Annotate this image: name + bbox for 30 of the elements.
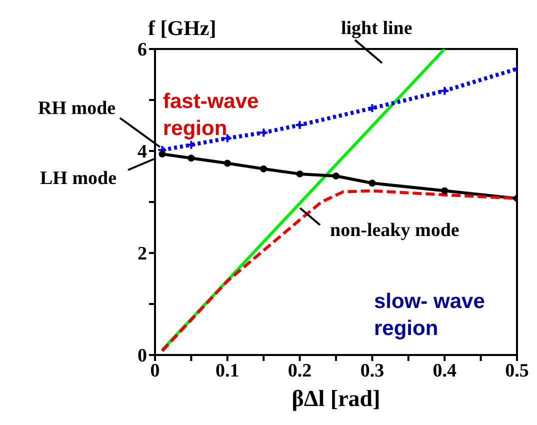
- point: [158, 150, 166, 158]
- series-label: light line: [341, 18, 412, 40]
- point: [258, 128, 269, 138]
- point: [294, 120, 305, 130]
- series-label: non-leaky mode: [330, 220, 460, 242]
- point: [368, 180, 376, 187]
- point: [186, 140, 196, 150]
- text: LH mode: [40, 168, 117, 190]
- x-tick-label: 0.1: [216, 360, 240, 382]
- y-tick-label: 6: [138, 40, 147, 61]
- y-tick-label: 0: [138, 346, 147, 367]
- point: [260, 165, 268, 172]
- y-axis-title: f [GHz]: [148, 16, 216, 41]
- x-axis-title: βΔl [rad]: [290, 386, 382, 412]
- y-tick-label: 4: [138, 142, 148, 163]
- point: [224, 160, 231, 167]
- x-tick-label: 0.5: [505, 360, 529, 382]
- x-tick-label: 0.3: [360, 360, 384, 382]
- point: [188, 154, 195, 162]
- x-tick-label: 0.2: [288, 360, 312, 382]
- annotation: fast-wave region: [163, 89, 260, 142]
- point: [332, 172, 340, 180]
- y-tick-label: 2: [138, 244, 147, 265]
- point: [440, 86, 450, 96]
- text: RH mode: [38, 98, 116, 120]
- annotation: slow- wave region: [374, 289, 486, 342]
- x-tick-label: 0.4: [432, 360, 457, 382]
- point: [441, 187, 448, 194]
- point: [296, 170, 304, 178]
- point: [367, 103, 378, 114]
